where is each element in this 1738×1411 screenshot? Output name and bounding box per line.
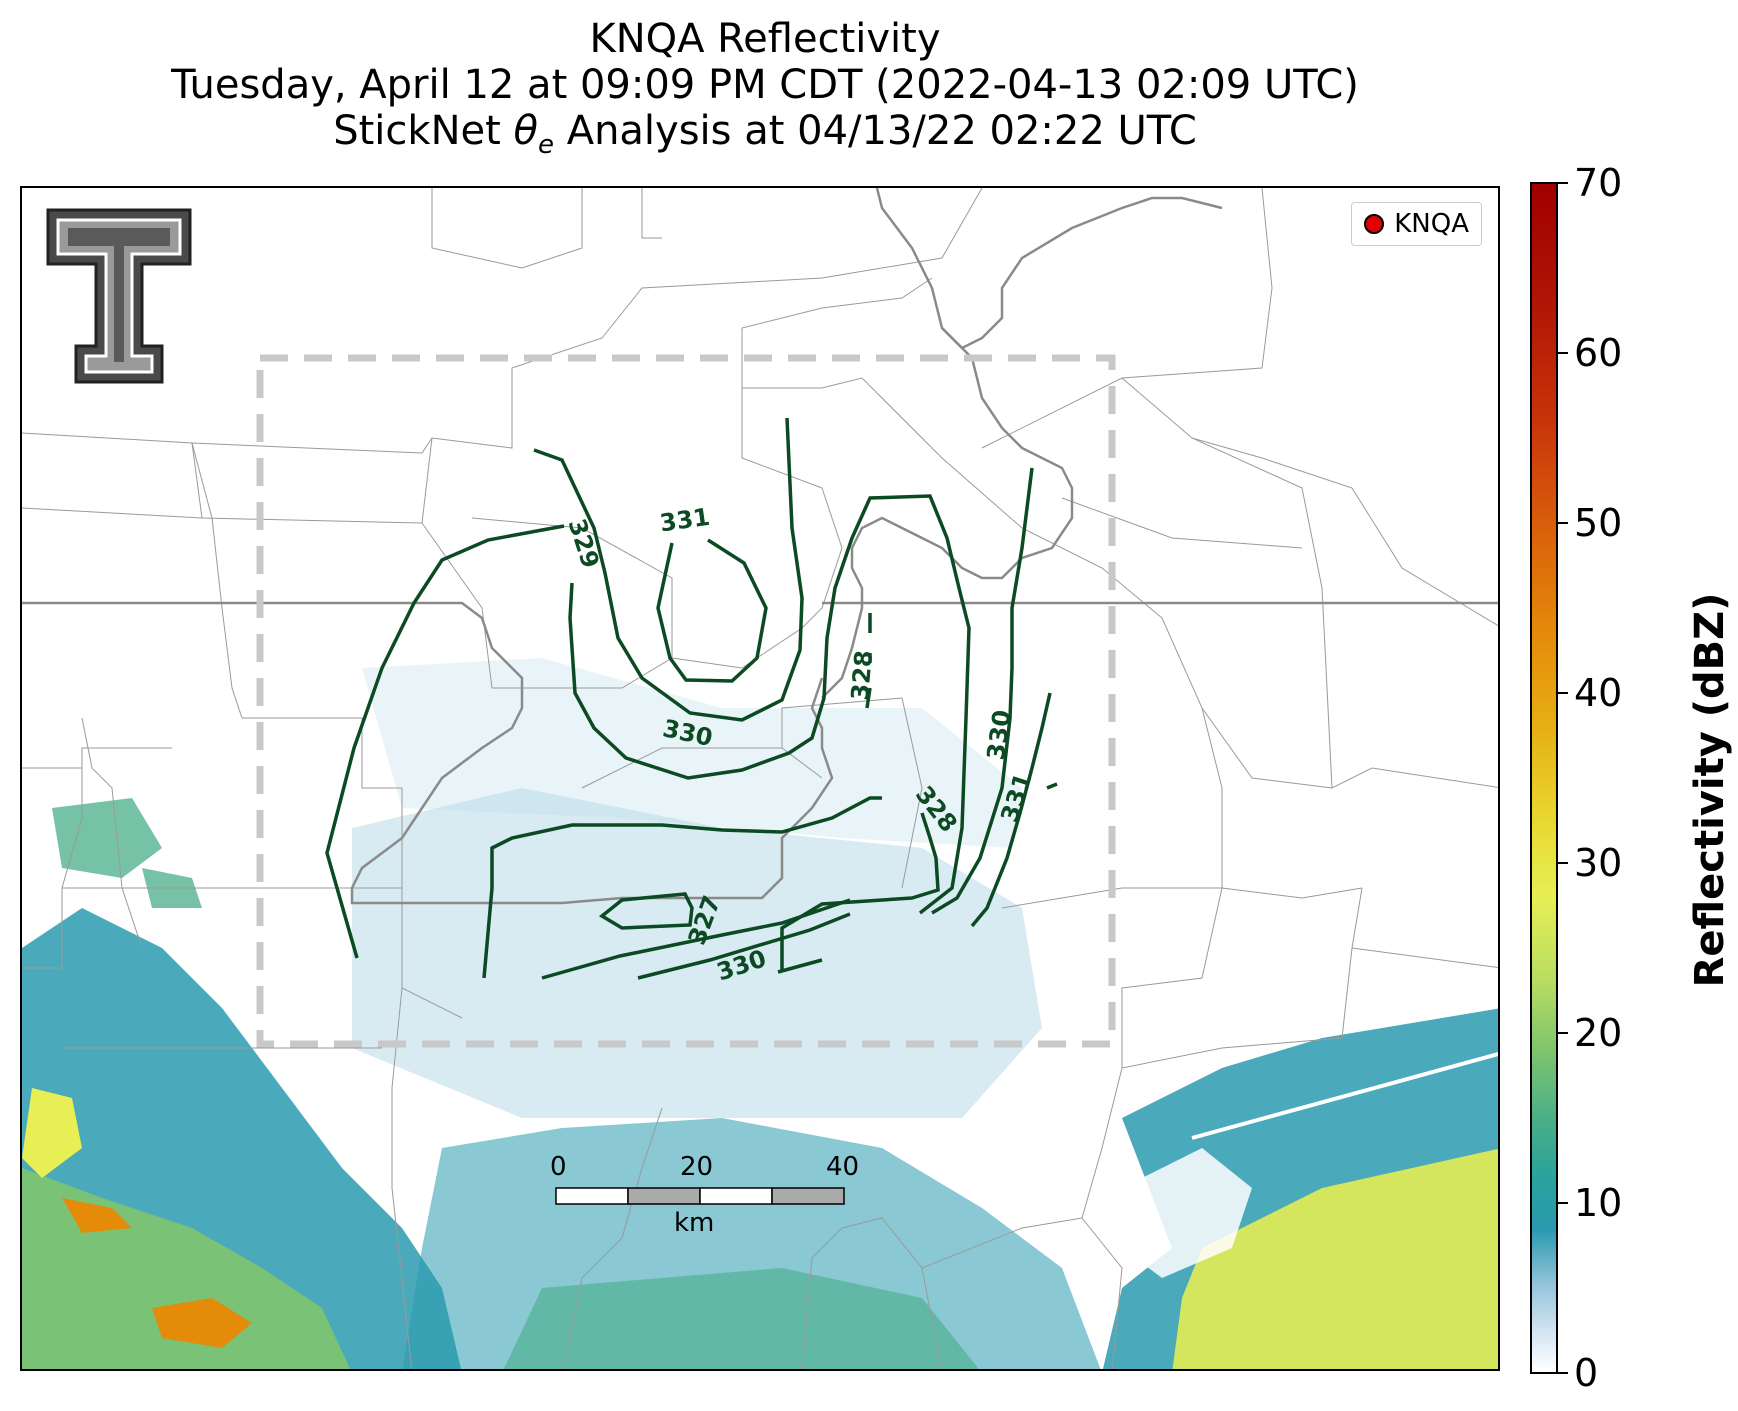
colorbar-label-60: 60	[1574, 331, 1623, 375]
echo-southwest-mid	[22, 1088, 82, 1178]
title-line3-pre: StickNet	[333, 108, 514, 154]
contour-330-south3	[777, 958, 823, 974]
ttu-logo	[44, 206, 194, 386]
scale-bar-label-40: 40	[826, 1152, 860, 1182]
theta-subscript: e	[537, 130, 554, 160]
colorbar-label-50: 50	[1574, 501, 1623, 545]
colorbar-label-40: 40	[1574, 671, 1623, 715]
map-legend: KNQA	[1351, 202, 1482, 246]
echo-southeast-gap	[1122, 1148, 1252, 1278]
scale-bar	[555, 1187, 845, 1205]
colorbar-label-20: 20	[1574, 1011, 1623, 1055]
contour-330-lower	[482, 796, 882, 979]
contour-330-south2	[637, 912, 851, 980]
radar-range-edge	[1191, 1052, 1498, 1140]
title-line1: KNQA Reflectivity	[589, 16, 941, 62]
echo-clutter-north	[362, 658, 1022, 848]
reflectivity-echoes	[22, 658, 1498, 1369]
contour-329-outer	[325, 524, 565, 959]
colorbar-tick	[1558, 182, 1568, 184]
scale-bar-label-20: 20	[680, 1152, 714, 1182]
colorbar-tick	[1558, 1032, 1568, 1034]
colorbar-title: Reflectivity (dBZ)	[1687, 592, 1733, 988]
echo-southwest-high	[62, 1198, 252, 1348]
theta-symbol: θ	[513, 108, 538, 154]
contour-328	[865, 613, 872, 709]
contour-330-inner	[568, 494, 971, 915]
echo-cell-west	[52, 798, 202, 908]
echo-clutter-center	[352, 788, 1042, 1118]
map-canvas: 331 329 330 328 330 331 328 327 330	[22, 188, 1498, 1369]
title-line2: Tuesday, April 12 at 09:09 PM CDT (2022-…	[171, 62, 1359, 108]
contour-327	[598, 892, 694, 930]
contour-328-lower	[780, 812, 940, 971]
contour-331-east	[970, 692, 1052, 928]
theta-e-contours	[325, 417, 1058, 980]
analysis-domain-box	[256, 354, 1116, 1048]
contour-label: 329	[563, 515, 605, 571]
title-line3: StickNet θe Analysis at 04/13/22 02:22 U…	[0, 108, 1530, 168]
contour-330-south	[541, 898, 851, 980]
scale-bar-unit: km	[674, 1208, 715, 1238]
contour-329-west	[533, 417, 804, 722]
scale-bar-label-0: 0	[550, 1152, 567, 1182]
colorbar-tick	[1558, 352, 1568, 354]
title-line3-post: Analysis at 04/13/22 02:22 UTC	[553, 108, 1197, 154]
contour-330-east	[931, 467, 1034, 915]
map-panel[interactable]: 331 329 330 328 330 331 328 327 330 0 20…	[20, 186, 1500, 1371]
contour-label: 330	[982, 708, 1017, 762]
colorbar-label-30: 30	[1574, 841, 1623, 885]
colorbar-tick	[1558, 862, 1568, 864]
contour-label: 328	[846, 649, 878, 701]
colorbar-tick	[1558, 692, 1568, 694]
logo-graphic	[46, 208, 192, 384]
colorbar-tick	[1558, 522, 1568, 524]
reflectivity-colorbar	[1530, 182, 1558, 1374]
state-boundaries	[22, 188, 1498, 905]
legend-label: KNQA	[1394, 209, 1469, 239]
colorbar-tick	[1558, 1202, 1568, 1204]
echo-south-central-core	[503, 1268, 979, 1369]
contour-label: 331	[658, 503, 712, 538]
contour-331-tick	[1046, 782, 1058, 790]
contour-331-closed	[656, 538, 768, 683]
colorbar-label-10: 10	[1574, 1181, 1623, 1225]
echo-southeast-core	[1172, 1148, 1498, 1369]
colorbar-label-70: 70	[1574, 161, 1623, 205]
radar-site-marker-icon	[1364, 214, 1385, 234]
colorbar-tick	[1558, 1372, 1568, 1374]
colorbar-label-0: 0	[1574, 1351, 1599, 1395]
